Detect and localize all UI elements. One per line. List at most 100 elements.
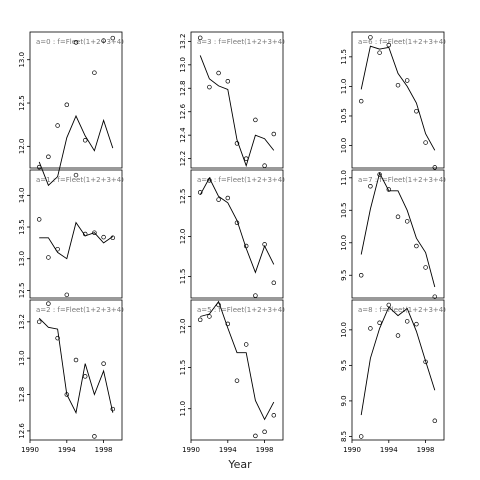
x-tick-label: 1990 [182,446,200,454]
observed-point [216,197,221,202]
y-tick-label: 12.0 [179,229,187,245]
panel-frame [351,299,445,441]
y-tick-label: 10.0 [340,138,348,154]
observed-point [414,108,419,114]
observed-point [36,217,42,222]
y-tick-label: 12.5 [18,95,26,111]
observed-point [395,214,401,220]
observed-point [46,154,51,159]
panel-frame [29,31,123,169]
y-tick-label: 11.0 [340,170,348,186]
x-tick-label: 1994 [219,446,237,454]
observed-point [262,429,267,435]
observed-point [423,140,428,145]
panel-8: a=8 : f=Fleet(1+2+3+4) 8.5 9.0 9.5 10.0 1990 1… [340,299,446,454]
observed-point [432,294,438,299]
panel-frame [190,169,284,299]
panel-label: a=6 : f=Fleet(1+2+3+4) [358,38,446,46]
y-tick-label: 13.0 [18,350,26,366]
observed-point [64,392,70,397]
x-tick-label: 1990 [21,446,39,454]
panel-frame [190,299,284,441]
panel-label: a=0 : f=Fleet(1+2+3+4) [36,38,124,46]
observed-point [225,195,231,201]
y-tick-label: 8.5 [340,431,348,442]
observed-point [253,433,258,439]
fitted-line [38,317,114,415]
observed-point [36,164,42,170]
fitted-line [199,177,275,274]
observed-point [73,357,79,363]
observed-point [243,156,249,161]
observed-point [216,70,221,76]
observed-point [46,255,51,260]
observed-point [110,35,116,41]
fitted-line [360,45,436,151]
observed-point [404,78,410,83]
observed-point [253,293,258,298]
panel-frame [351,31,445,169]
observed-point [234,141,240,146]
panel-0: a=0 : f=Fleet(1+2+3+4) 12.0 12.5 13.0 [18,31,124,187]
observed-point [423,265,428,270]
observed-point [368,326,373,331]
y-tick-label: 11.0 [179,401,187,417]
y-tick-label: 12.0 [179,319,187,335]
observed-point [404,319,410,324]
observed-point [368,183,373,189]
panel-2: a=6 : f=Fleet(1+2+3+4) 10.0 10.5 11.0 11.5 [340,31,446,170]
fitted-line [200,300,275,421]
y-tick-label: 13.2 [179,34,187,50]
observed-point [101,361,106,366]
observed-point [197,317,203,323]
observed-point [414,243,419,249]
observed-point [243,243,249,249]
x-tick-label: 1998 [95,446,113,454]
y-tick-label: 9.5 [340,360,348,371]
y-tick-label: 13.0 [18,52,26,68]
observed-point [358,273,364,278]
y-tick-label: 12.8 [18,387,26,403]
observed-point [243,342,249,347]
x-tick-label: 1994 [58,446,76,454]
y-tick-label: 11.5 [340,49,348,65]
observed-point [262,163,267,168]
observed-point [404,219,410,224]
panel-label: a=3 : f=Fleet(1+2+3+4) [197,38,285,46]
observed-point [386,187,392,192]
observed-point [197,35,203,41]
observed-point [110,406,116,412]
observed-point [207,178,212,183]
panel-4: a=4 : f=Fleet(1+2+3+4) 11.5 12.0 12.5 [179,169,285,299]
observed-point [271,131,277,137]
y-tick-label: 12.5 [18,283,26,299]
observed-point [386,42,392,48]
y-tick-label: 12.8 [179,80,187,96]
y-tick-label: 13.2 [18,314,26,330]
x-tick-label: 1990 [343,446,361,454]
observed-point [395,333,401,338]
fitted-line [199,55,275,168]
observed-point [92,70,97,75]
observed-point [262,242,267,247]
x-axis-label: Year [228,458,252,471]
observed-point [271,413,277,418]
observed-point [377,50,382,55]
observed-point [55,123,60,128]
observed-point [64,292,70,298]
panel-label: a=7 : f=Fleet(1+2+3+4) [358,176,446,184]
y-tick-label: 9.5 [340,270,348,281]
panel-label: a=8 : f=Fleet(1+2+3+4) [358,306,446,314]
observed-point [101,38,106,43]
observed-point [253,117,258,123]
fitted-line [38,114,114,187]
y-tick-label: 13.0 [179,57,187,73]
observed-point [234,220,240,226]
x-tick-label: 1998 [256,446,274,454]
y-tick-label: 10.0 [340,322,348,338]
y-tick-label: 11.5 [179,360,187,376]
observed-point [377,172,382,177]
fitted-line [360,306,436,416]
fitted-line [39,221,114,260]
observed-point [207,314,212,319]
